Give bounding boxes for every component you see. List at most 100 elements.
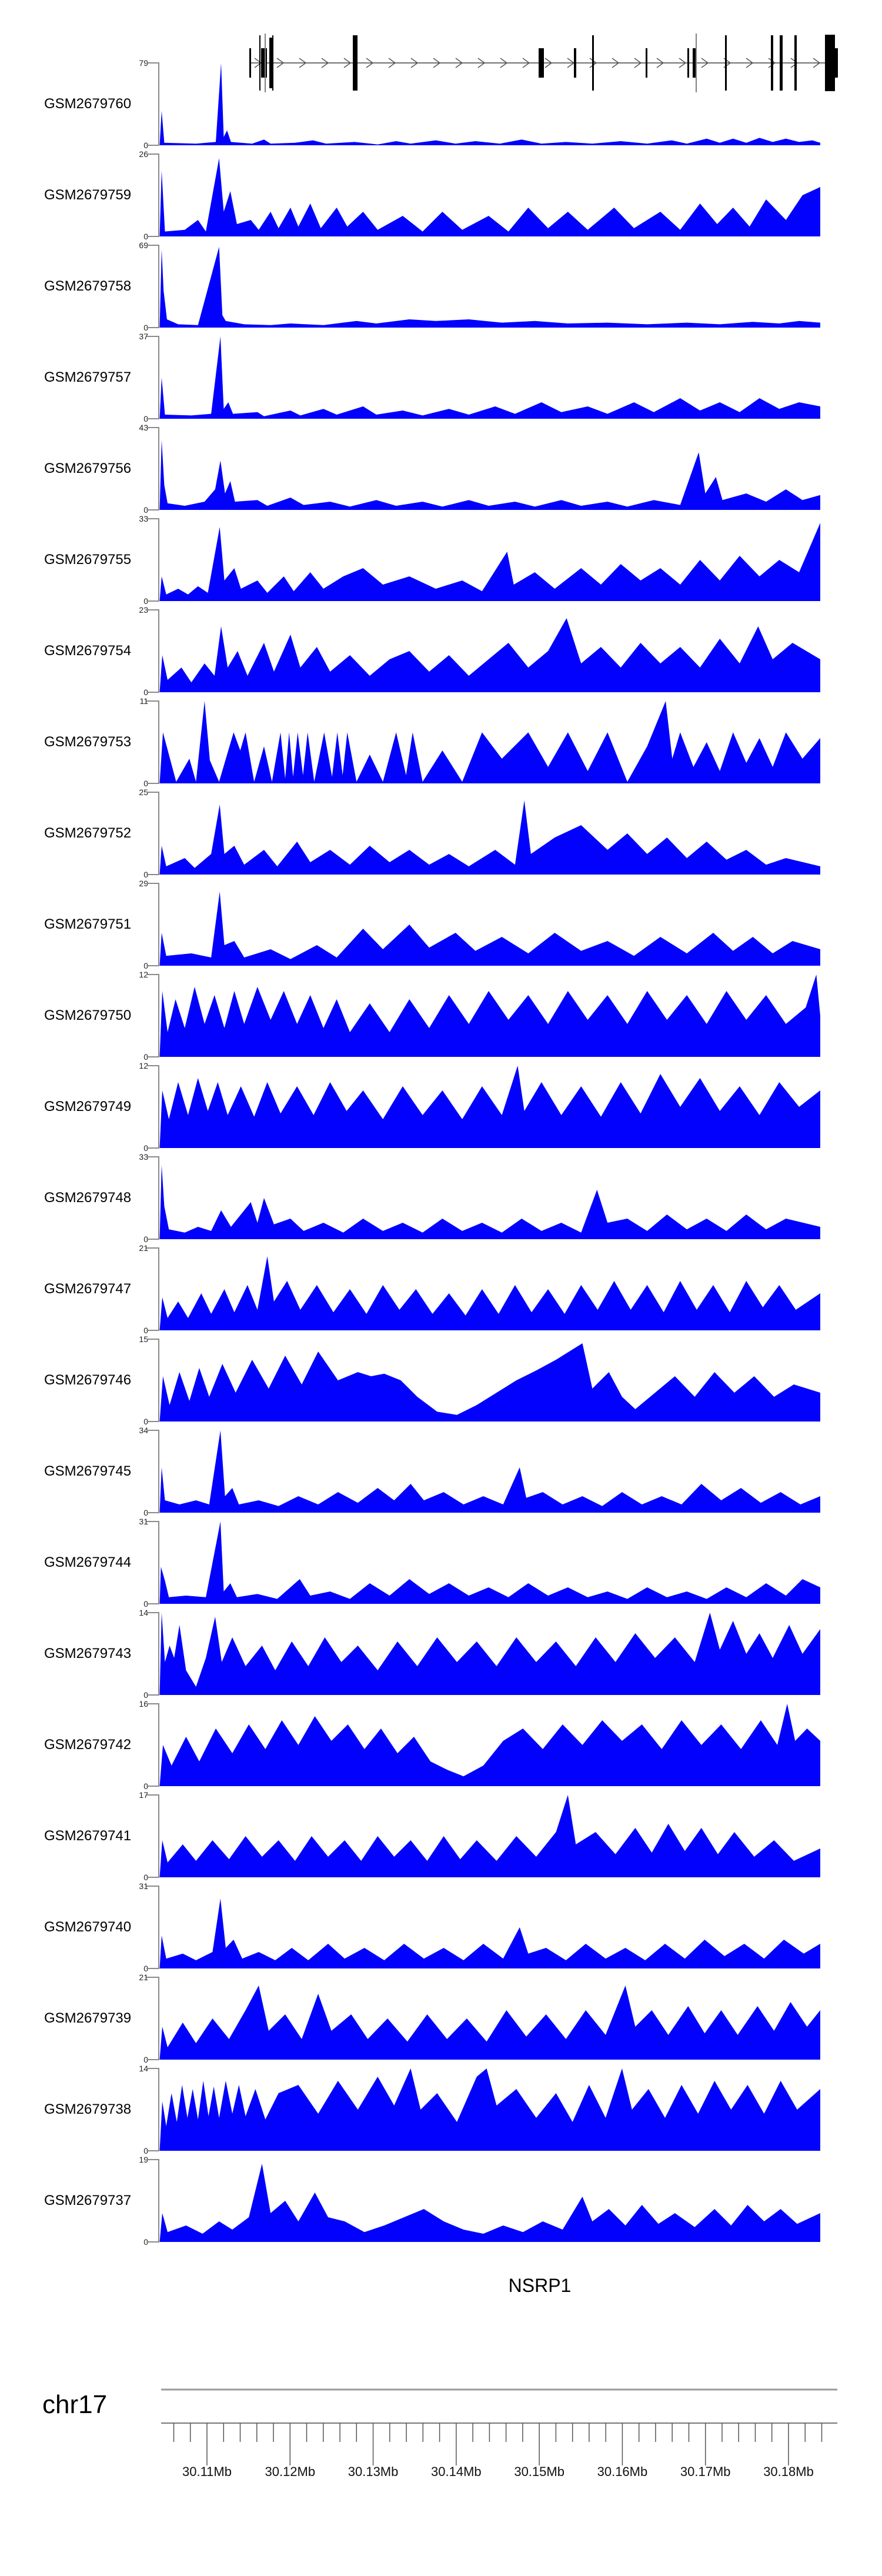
track-ymin-value: 0 bbox=[143, 688, 148, 697]
track-ymax-value: 26 bbox=[139, 149, 148, 159]
chevron-right-icon bbox=[701, 58, 709, 68]
signal-plot bbox=[146, 1977, 820, 2060]
track-ymax-value: 33 bbox=[139, 514, 148, 523]
track-label: GSM2679753 bbox=[44, 734, 132, 750]
signal-area bbox=[159, 975, 820, 1057]
gene-exon bbox=[687, 48, 689, 78]
track-y-axis bbox=[146, 1247, 159, 1331]
track-ymin-value: 0 bbox=[143, 1599, 148, 1609]
track-y-axis bbox=[146, 1430, 159, 1513]
signal-area bbox=[159, 701, 820, 783]
track-label: GSM2679741 bbox=[44, 1828, 132, 1844]
track-ymax-value: 25 bbox=[139, 788, 148, 797]
signal-area bbox=[159, 440, 820, 510]
signal-area bbox=[159, 336, 820, 419]
track-y-axis bbox=[146, 1065, 159, 1149]
gene-model bbox=[249, 34, 838, 92]
ruler-tick-label: 30.12Mb bbox=[265, 2464, 316, 2479]
gene-exon bbox=[265, 34, 266, 92]
track-y-axis bbox=[146, 245, 159, 328]
track-y-axis bbox=[146, 700, 159, 784]
ruler-tick-label: 30.16Mb bbox=[597, 2464, 648, 2479]
signal-plot bbox=[146, 1886, 820, 1969]
track-ymin-value: 0 bbox=[143, 505, 148, 515]
signal-area bbox=[159, 800, 820, 875]
track-label: GSM2679745 bbox=[44, 1463, 132, 1479]
track-y-axis bbox=[146, 883, 159, 966]
chevron-right-icon bbox=[276, 58, 285, 68]
chevron-right-icon bbox=[746, 58, 754, 68]
track-y-axis bbox=[146, 792, 159, 875]
chevron-right-icon bbox=[813, 58, 821, 68]
track-ymin-value: 0 bbox=[143, 870, 148, 879]
track-ymin-value: 0 bbox=[143, 1417, 148, 1426]
gene-exon bbox=[794, 35, 797, 91]
track-label: GSM2679742 bbox=[44, 1737, 132, 1753]
track-ymin-value: 0 bbox=[143, 1781, 148, 1791]
track-ymin-value: 0 bbox=[143, 1508, 148, 1517]
track-label: GSM2679759 bbox=[44, 187, 132, 203]
ruler-tick-label: 30.13Mb bbox=[348, 2464, 399, 2479]
track-ymax-value: 34 bbox=[139, 1426, 148, 1435]
gene-exon bbox=[592, 35, 594, 91]
signal-plot bbox=[146, 700, 820, 784]
signal-plot bbox=[146, 1339, 820, 1422]
gene-exon bbox=[261, 48, 267, 78]
gene-exon bbox=[574, 48, 576, 78]
gene-panel bbox=[0, 0, 882, 106]
track-ymax-value: 21 bbox=[139, 1243, 148, 1253]
chevron-right-icon bbox=[656, 58, 664, 68]
chevron-right-icon bbox=[343, 58, 352, 68]
track-ymin-value: 0 bbox=[143, 1690, 148, 1700]
signal-area bbox=[159, 523, 820, 601]
track-y-axis bbox=[146, 609, 159, 693]
ruler-graphic bbox=[161, 2388, 837, 2465]
signal-plot bbox=[146, 2159, 820, 2243]
chevron-right-icon bbox=[433, 58, 441, 68]
signal-area bbox=[159, 63, 820, 145]
track-ymin-value: 0 bbox=[143, 323, 148, 332]
track-y-axis bbox=[146, 1703, 159, 1787]
signal-area bbox=[159, 1165, 820, 1239]
track-ymax-value: 43 bbox=[139, 423, 148, 432]
signal-area bbox=[159, 1521, 820, 1604]
chevron-right-icon bbox=[410, 58, 419, 68]
signal-area bbox=[159, 1613, 820, 1695]
gene-exon bbox=[825, 35, 835, 91]
signal-plot bbox=[146, 62, 820, 146]
track-label: GSM2679757 bbox=[44, 369, 132, 385]
track-ymin-value: 0 bbox=[143, 779, 148, 788]
gene-exon bbox=[834, 48, 838, 78]
gene-exon bbox=[269, 38, 272, 88]
track-label: GSM2679756 bbox=[44, 461, 132, 476]
ruler-tick-label: 30.15Mb bbox=[514, 2464, 564, 2479]
track-label: GSM2679755 bbox=[44, 552, 132, 568]
signal-area bbox=[159, 892, 820, 966]
chevron-right-icon bbox=[455, 58, 463, 68]
track-label: GSM2679760 bbox=[44, 96, 132, 112]
chevron-right-icon bbox=[679, 58, 687, 68]
signal-plot bbox=[146, 974, 820, 1057]
chevron-right-icon bbox=[366, 58, 374, 68]
signal-plot bbox=[146, 792, 820, 875]
chevron-right-icon bbox=[768, 58, 776, 68]
track-ymax-value: 31 bbox=[139, 1881, 148, 1891]
track-label: GSM2679744 bbox=[44, 1554, 132, 1570]
signal-area bbox=[159, 1430, 820, 1513]
gene-label: NSRP1 bbox=[508, 2275, 572, 2296]
track-y-axis bbox=[146, 1156, 159, 1240]
track-y-axis bbox=[146, 1521, 159, 1604]
track-ymax-value: 12 bbox=[139, 970, 148, 979]
track-label: GSM2679752 bbox=[44, 825, 132, 841]
track-ymin-value: 0 bbox=[143, 1052, 148, 1062]
track-ymin-value: 0 bbox=[143, 1326, 148, 1335]
track-ymax-value: 17 bbox=[139, 1790, 148, 1800]
signal-area bbox=[159, 1986, 820, 2060]
track-label: GSM2679751 bbox=[44, 916, 132, 932]
track-ymax-value: 14 bbox=[139, 1608, 148, 1617]
gene-exon bbox=[259, 35, 260, 91]
signal-area bbox=[159, 618, 820, 692]
signal-plot bbox=[146, 2068, 820, 2151]
track-label: GSM2679750 bbox=[44, 1007, 132, 1023]
ruler-tick-label: 30.17Mb bbox=[680, 2464, 731, 2479]
